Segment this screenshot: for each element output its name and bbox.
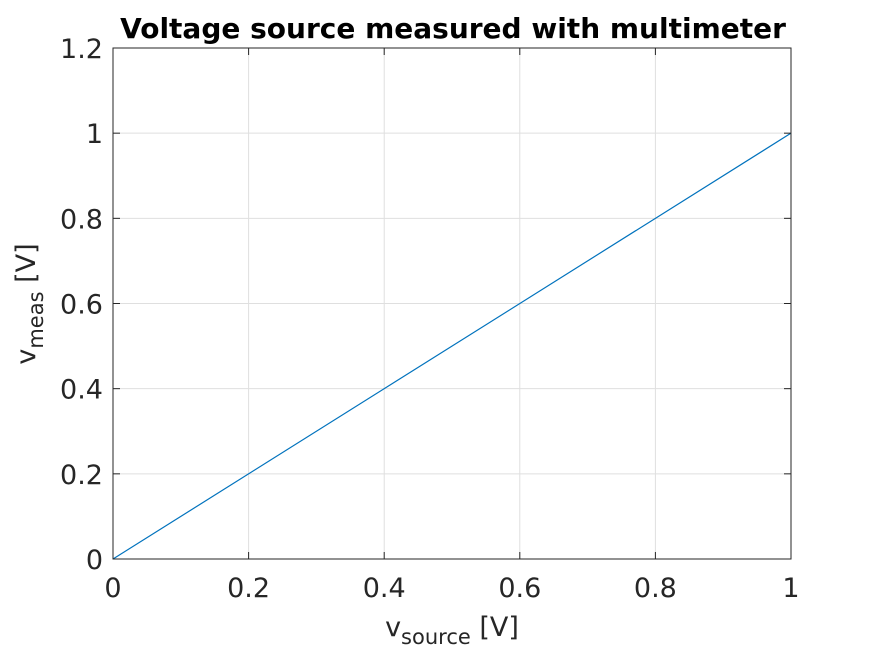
y-axis-label-main: v [11,349,42,365]
x-tick-label: 0.8 [634,573,677,604]
y-tick-label: 0 [86,545,103,576]
x-tick-labels: 0 0.2 0.4 0.6 0.8 1 [104,573,799,604]
y-tick-label: 0.4 [60,375,103,406]
y-tick-label: 0.6 [60,290,103,321]
x-tick-label: 0.4 [363,573,406,604]
grid [112,47,792,560]
series-line [112,132,792,560]
y-axis-label-unit: [V] [11,243,42,291]
x-tick-label: 0.6 [498,573,541,604]
ticks [112,47,792,560]
y-tick-label: 1 [86,119,103,150]
chart-title: Voltage source measured with multimeter [120,12,786,45]
y-tick-labels: 0 0.2 0.4 0.6 0.8 1 1.2 [60,34,103,576]
x-tick-label: 0 [104,573,121,604]
y-tick-label: 1.2 [60,34,103,65]
y-axis-label: vmeas [V] [11,243,48,364]
x-axis-label-unit: [V] [471,612,519,643]
y-tick-label: 0.2 [60,460,103,491]
x-tick-label: 0.2 [227,573,270,604]
series-layer [112,132,792,560]
y-tick-label: 0.8 [60,204,103,235]
x-tick-label: 1 [782,573,799,604]
x-axis-label-main: v [385,612,401,643]
x-axis-label-sub: source [401,625,471,649]
y-axis-label-sub: meas [24,291,48,348]
x-axis-label: vsource [V] [385,612,519,649]
